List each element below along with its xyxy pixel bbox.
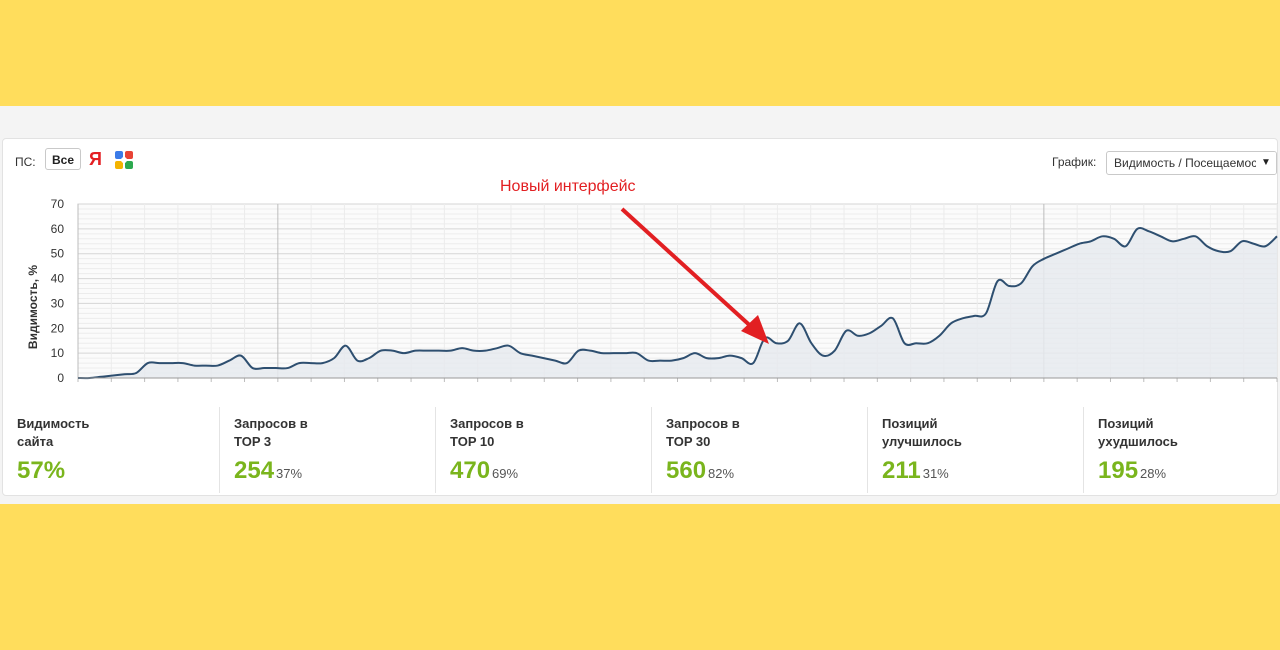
stat-percent: 69% bbox=[492, 466, 519, 481]
y-tick-label: 0 bbox=[57, 371, 64, 385]
stat-label-line1: Позиций bbox=[882, 416, 938, 431]
stat-block: Позиций улучшилось 211 31% bbox=[867, 407, 1083, 493]
stat-label-line1: Запросов в bbox=[450, 416, 524, 431]
stat-value: 195 28% bbox=[1098, 457, 1166, 485]
stat-block: Запросов в TOP 3 254 37% bbox=[219, 407, 435, 493]
stat-label: Запросов в TOP 30 bbox=[666, 415, 816, 451]
graph-type-label: График: bbox=[1052, 155, 1097, 169]
stat-label-line1: Позиций bbox=[1098, 416, 1154, 431]
stat-value: 560 82% bbox=[666, 457, 734, 485]
stat-label: Запросов в TOP 3 bbox=[234, 415, 384, 451]
graph-type-select-value: Видимость / Посещаемость bbox=[1114, 156, 1269, 170]
stat-percent: 31% bbox=[922, 466, 949, 481]
annotation-text: Новый интерфейс bbox=[500, 178, 636, 195]
stat-label: Запросов в TOP 10 bbox=[450, 415, 600, 451]
yandex-icon[interactable]: Я bbox=[89, 149, 102, 169]
graph-type-select[interactable]: Видимость / Посещаемость ▼ bbox=[1106, 151, 1277, 175]
y-tick-labels: 0 10 20 30 40 50 60 70 bbox=[51, 197, 65, 385]
y-tick-label: 40 bbox=[51, 272, 65, 286]
stat-number: 254 bbox=[234, 457, 275, 484]
stat-label: Позиций улучшилось bbox=[882, 415, 1032, 451]
stat-number: 560 bbox=[666, 457, 707, 484]
search-engine-label: ПС: bbox=[15, 155, 36, 169]
stat-percent: 37% bbox=[276, 466, 303, 481]
y-tick-label: 60 bbox=[51, 222, 65, 236]
chart-area-layer bbox=[77, 227, 1278, 380]
y-tick-label: 70 bbox=[51, 197, 65, 211]
annotation-arrow bbox=[620, 207, 769, 344]
stat-label: Позиций ухудшилось bbox=[1098, 415, 1248, 451]
all-engines-button[interactable]: Все bbox=[45, 148, 82, 170]
stat-block: Позиций ухудшилось 195 28% bbox=[1083, 407, 1275, 493]
y-tick-label: 50 bbox=[51, 247, 65, 261]
stat-label-line2: TOP 10 bbox=[450, 434, 495, 449]
stat-number: 470 bbox=[450, 457, 491, 484]
stat-value: 470 69% bbox=[450, 457, 518, 485]
stat-label-line2: TOP 30 bbox=[666, 434, 711, 449]
chevron-down-icon[interactable]: ▼ bbox=[1256, 152, 1276, 174]
stat-label-line1: Запросов в bbox=[666, 416, 740, 431]
visibility-card: ПС: Все Я График: Видимость / Посещаемос… bbox=[2, 138, 1278, 496]
stat-percent: 28% bbox=[1140, 466, 1167, 481]
stat-value: 254 37% bbox=[234, 457, 302, 485]
stat-label-line2: TOP 3 bbox=[234, 434, 272, 449]
stat-block: Видимость сайта 57% bbox=[3, 407, 219, 493]
stat-label: Видимость сайта bbox=[17, 415, 167, 451]
series-line bbox=[77, 227, 1278, 380]
stat-value: 211 31% bbox=[882, 457, 949, 485]
stats-row: Видимость сайта 57% Запросов в TOP 3 254 37% За… bbox=[3, 407, 1279, 495]
y-tick-label: 20 bbox=[51, 321, 65, 335]
y-tick-label: 30 bbox=[51, 296, 65, 310]
stat-label-line1: Запросов в bbox=[234, 416, 308, 431]
stat-block: Запросов в TOP 30 560 82% bbox=[651, 407, 867, 493]
stat-label-line2: улучшилось bbox=[882, 434, 962, 449]
stat-number: 57% bbox=[17, 457, 66, 484]
panel-background: ПС: Все Я График: Видимость / Посещаемос… bbox=[0, 106, 1280, 504]
google-icon[interactable] bbox=[114, 150, 134, 170]
stat-value: 57% bbox=[17, 457, 67, 485]
stat-label-line2: ухудшилось bbox=[1098, 434, 1178, 449]
stat-label-line1: Видимость bbox=[17, 416, 90, 431]
stat-percent: 82% bbox=[708, 466, 735, 481]
stat-number: 195 bbox=[1098, 457, 1139, 484]
stat-number: 211 bbox=[882, 457, 921, 484]
y-axis-label: Видимость, % bbox=[26, 265, 40, 350]
y-tick-label: 10 bbox=[51, 346, 65, 360]
stat-block: Запросов в TOP 10 470 69% bbox=[435, 407, 651, 493]
stat-label-line2: сайта bbox=[17, 434, 54, 449]
visibility-chart: 0 10 20 30 40 50 60 70 Видимость, % bbox=[26, 197, 1278, 385]
series-area bbox=[78, 228, 1277, 379]
